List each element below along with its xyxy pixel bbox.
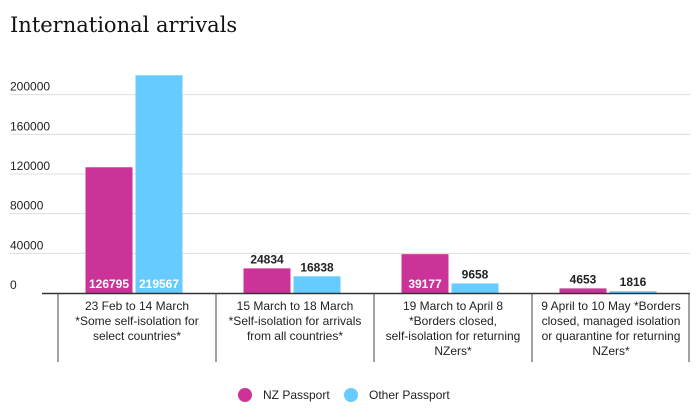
category-label: 9 April to 10 May *Borders — [541, 299, 680, 313]
data-label: 219567 — [139, 277, 179, 291]
category-label: 15 March to 18 March — [237, 299, 354, 313]
y-axis: 0 40000 80000 120000 160000 200000 — [10, 80, 50, 292]
y-tick-label: 200000 — [10, 80, 50, 94]
bar-other-passport — [135, 75, 183, 293]
legend-swatch — [238, 388, 252, 402]
legend: NZ Passport Other Passport — [238, 388, 450, 402]
data-label: 39177 — [408, 277, 442, 291]
category-label: NZers* — [434, 344, 472, 358]
category-label: NZers* — [592, 344, 630, 358]
x-axis: 23 Feb to 14 March*Some self-isolation f… — [42, 292, 690, 362]
legend-swatch — [344, 388, 358, 402]
category-label: *Self-isolation for arrivals — [229, 314, 362, 328]
y-tick-label: 40000 — [10, 238, 44, 252]
bar-other-passport — [451, 283, 499, 293]
bars: 126795 219567 24834 16838 39177 9658 4653 1816 — [85, 75, 657, 293]
data-label: 16838 — [300, 260, 334, 274]
category-label: select countries* — [93, 329, 181, 343]
chart-title: International arrivals — [10, 13, 237, 37]
legend-label: Other Passport — [369, 388, 450, 402]
data-label: 1816 — [620, 275, 647, 289]
category-label: from all countries* — [247, 329, 343, 343]
category-label: *Some self-isolation for — [75, 314, 198, 328]
bar-other-passport — [609, 291, 657, 293]
y-tick-label: 120000 — [10, 159, 50, 173]
category-label: 19 March to April 8 — [403, 299, 503, 313]
data-label: 9658 — [462, 267, 489, 281]
y-tick-label: 80000 — [10, 199, 44, 213]
data-label: 126795 — [89, 277, 129, 291]
category-label: *Borders closed, — [409, 314, 497, 328]
y-tick-label: 160000 — [10, 119, 50, 133]
legend-label: NZ Passport — [263, 388, 330, 402]
bar-nz-passport — [401, 254, 449, 293]
category-label: self-isolation for returning — [386, 329, 521, 343]
bar-nz-passport — [85, 167, 133, 293]
data-label: 4653 — [570, 272, 597, 286]
bar-nz-passport — [243, 268, 291, 293]
bar-other-passport — [293, 276, 341, 293]
bar-nz-passport — [559, 288, 607, 293]
category-label: or quarantine for returning — [542, 329, 681, 343]
category-label: 23 Feb to 14 March — [85, 299, 189, 313]
data-label: 24834 — [250, 252, 284, 266]
category-label: closed, managed isolation — [542, 314, 681, 328]
y-tick-label: 0 — [10, 278, 17, 292]
